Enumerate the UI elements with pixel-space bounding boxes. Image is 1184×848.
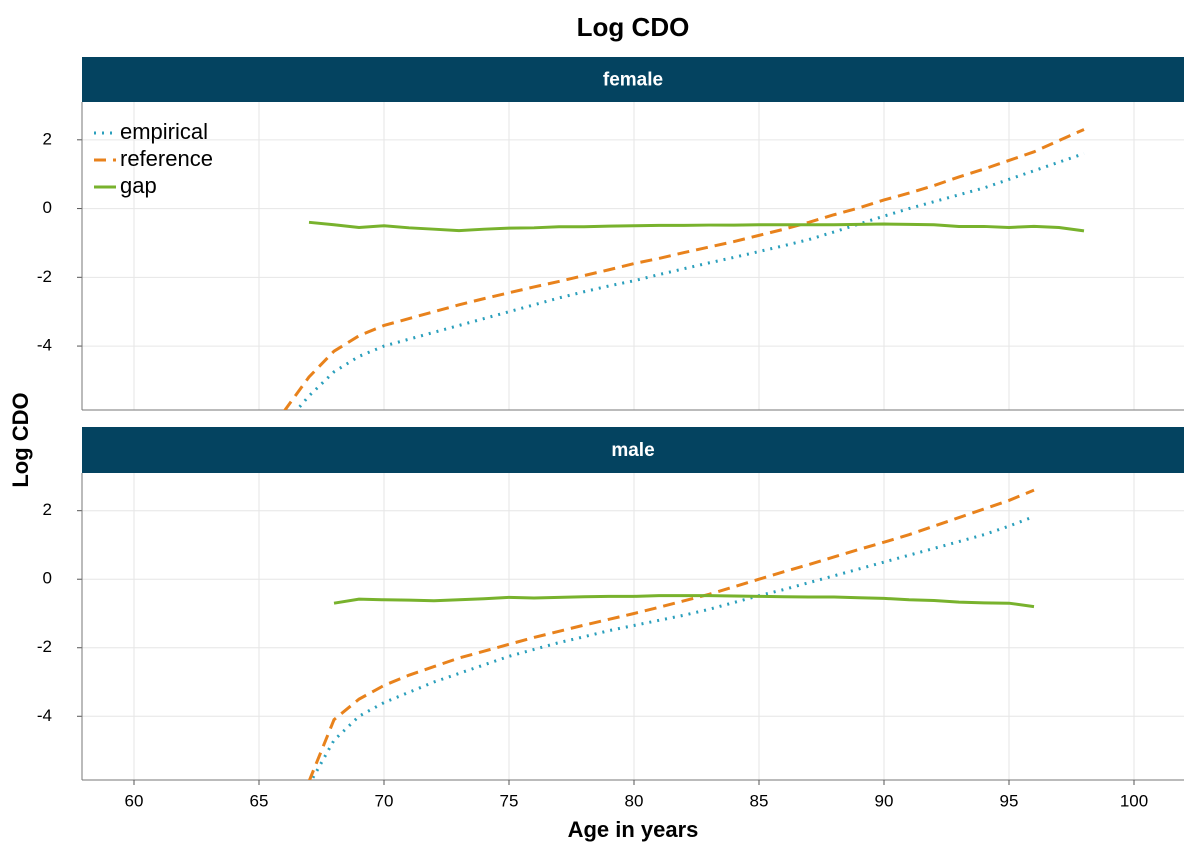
x-tick-label: 95 (1000, 791, 1019, 810)
x-tick-label: 75 (500, 791, 519, 810)
y-tick-label: 0 (43, 569, 52, 588)
series-line (294, 152, 1085, 410)
x-tick-label: 90 (875, 791, 894, 810)
strip (82, 57, 1184, 102)
x-tick-label: 85 (750, 791, 769, 810)
strip-label: female (603, 70, 663, 91)
y-tick-label: -4 (37, 706, 52, 725)
strip (82, 427, 1184, 473)
legend-label: empirical (120, 119, 208, 144)
y-tick-label: -2 (37, 267, 52, 286)
plot-area (307, 488, 1035, 780)
legend-label: gap (120, 173, 157, 198)
x-tick-label: 60 (125, 791, 144, 810)
x-tick-label: 65 (250, 791, 269, 810)
series-line (307, 488, 1035, 780)
chart-title: Log CDO (577, 12, 690, 42)
y-tick-label: 2 (43, 129, 52, 148)
x-axis-title: Age in years (568, 817, 699, 842)
strip-label: male (611, 440, 654, 461)
y-tick-label: -4 (37, 336, 52, 355)
y-tick-label: 2 (43, 500, 52, 519)
x-tick-label: 70 (375, 791, 394, 810)
series-line (308, 220, 1085, 233)
y-tick-label: 0 (43, 198, 52, 217)
series-line (283, 128, 1085, 410)
x-tick-label: 100 (1120, 791, 1148, 810)
x-tick-label: 80 (625, 791, 644, 810)
series-line (309, 515, 1035, 780)
y-tick-label: -2 (37, 637, 52, 656)
series-line (333, 594, 1035, 609)
y-axis-title: Log CDO (8, 392, 33, 487)
plot-area (283, 128, 1085, 410)
legend-label: reference (120, 146, 213, 171)
